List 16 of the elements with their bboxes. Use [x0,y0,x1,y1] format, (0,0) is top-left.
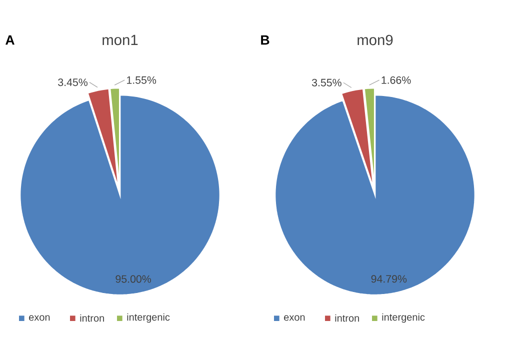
text: B [261,35,270,45]
data-label: 95.00% [116,275,151,283]
data-label: 3.55% [312,78,342,86]
data-label: 1.66% [382,76,411,84]
legend-label: exon [29,315,50,321]
chart-title: mon9 [358,34,393,46]
legend-label: exon [284,315,305,321]
legend-label: intergenic [127,313,170,323]
data-label: 94.79% [371,275,407,283]
legend-label: intron [335,314,359,322]
chart-title: mon1 [102,34,138,46]
text: A [6,35,14,45]
legend-label: intergenic [382,313,425,323]
legend-label: intron [80,314,104,322]
data-label: 1.55% [127,76,156,84]
data-label: 3.45% [58,78,88,86]
